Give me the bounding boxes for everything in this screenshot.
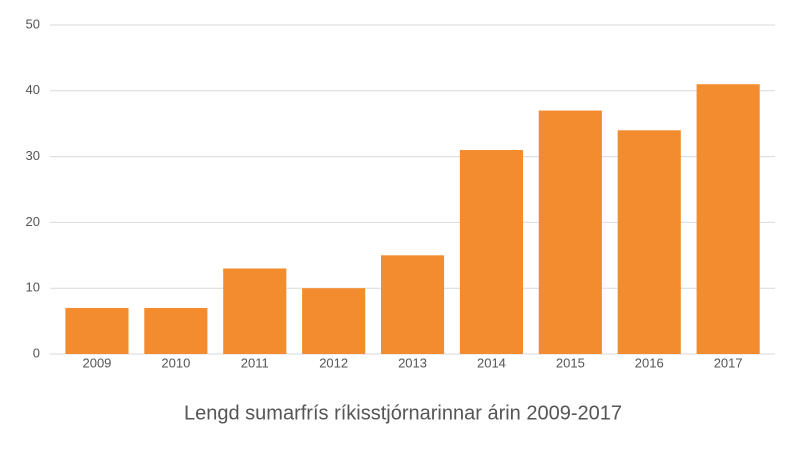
bar [223,268,287,354]
bar [380,255,445,354]
x-tick-label: 2016 [635,355,664,370]
bar [459,150,524,354]
x-tick-label: 2015 [556,355,585,370]
x-tick-label: 2011 [241,355,269,370]
bar [538,110,602,354]
bar [302,288,366,354]
y-tick-label: 40 [26,82,40,97]
x-tick-label: 2012 [319,355,348,370]
x-tick-label: 2009 [82,355,111,370]
y-tick-label: 20 [26,214,40,229]
x-tick-label: 2013 [398,355,427,370]
bar [617,130,681,354]
bar [696,84,760,354]
y-tick-label: 0 [33,345,40,360]
y-tick-label: 30 [26,148,40,163]
y-tick-label: 50 [26,16,40,31]
x-tick-label: 2014 [477,355,506,370]
x-tick-label: 2017 [714,355,743,370]
bar [144,307,208,354]
chart-title: Lengd sumarfrís ríkisstjórnarinnar árin … [184,402,622,424]
x-tick-label: 2010 [161,355,190,370]
y-tick-label: 10 [26,280,40,295]
bar [65,307,129,354]
